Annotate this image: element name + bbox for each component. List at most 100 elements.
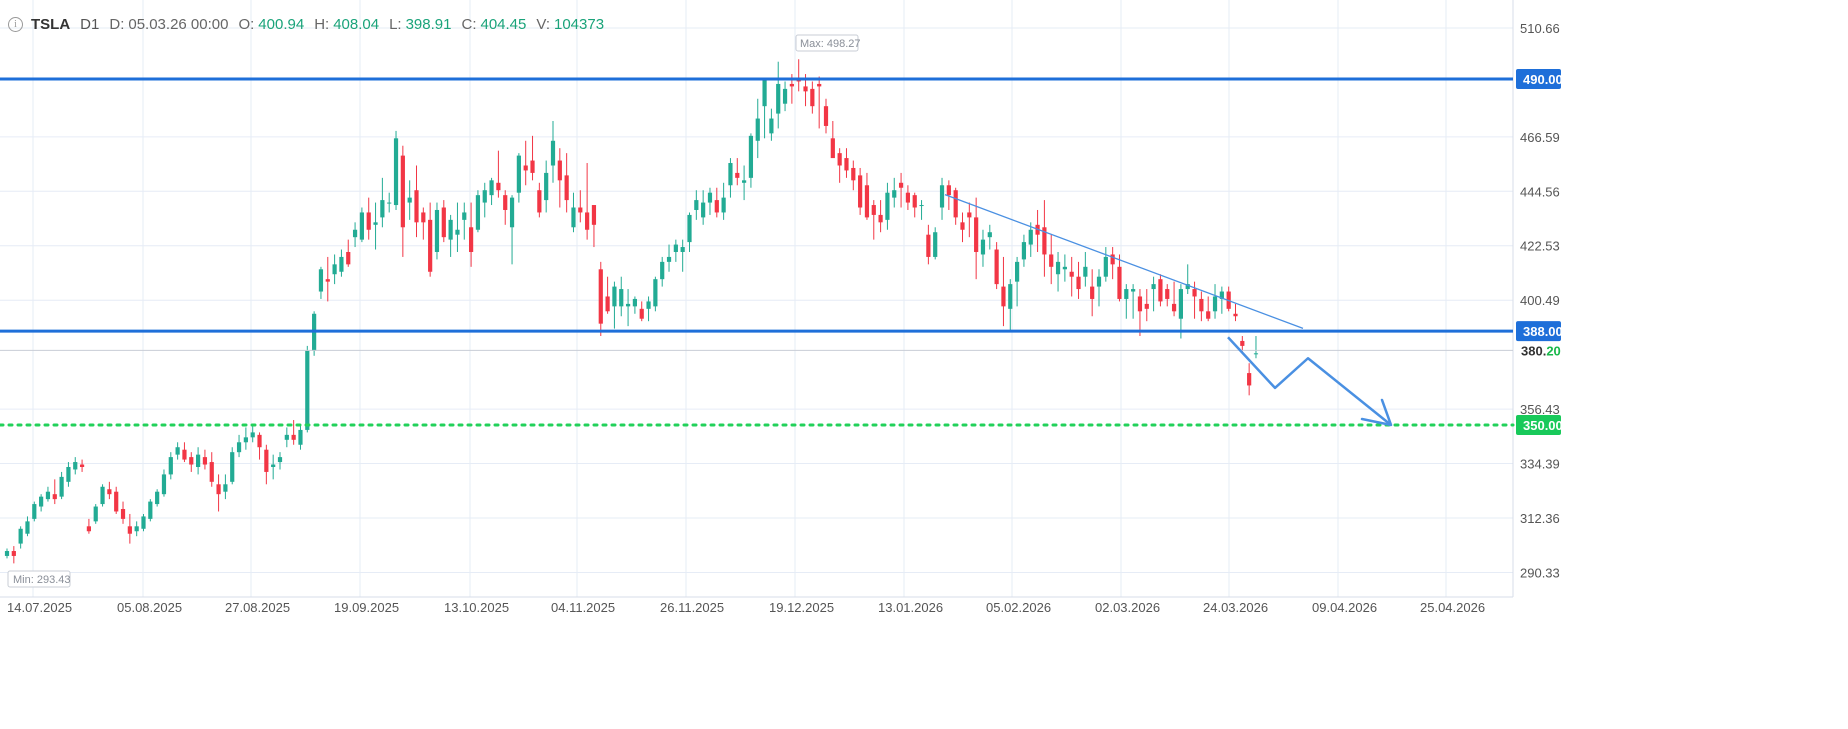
candle-up bbox=[544, 172, 549, 201]
candle-down bbox=[605, 296, 610, 312]
candle-up bbox=[1028, 229, 1033, 245]
candle-up bbox=[298, 429, 303, 445]
candle-down bbox=[912, 195, 917, 208]
candle-up bbox=[39, 496, 44, 507]
y-tick-label: 510.66 bbox=[1520, 21, 1560, 36]
x-tick-label: 05.08.2025 bbox=[117, 600, 182, 615]
candle-down bbox=[414, 190, 419, 223]
price-label-bg bbox=[1516, 321, 1561, 342]
x-tick-label: 26.11.2025 bbox=[660, 600, 724, 615]
price-label-388: 388.00 bbox=[1523, 324, 1563, 339]
y-tick-label: 466.59 bbox=[1520, 130, 1560, 145]
candle-up bbox=[168, 457, 173, 475]
candle-down bbox=[1137, 296, 1143, 312]
candle-down bbox=[1117, 266, 1122, 299]
x-tick-label: 05.02.2026 bbox=[986, 600, 1051, 615]
candle-down bbox=[871, 205, 876, 215]
candle-down bbox=[1042, 227, 1047, 255]
candle-down bbox=[810, 88, 815, 107]
candle-down bbox=[325, 279, 330, 282]
price-label-350: 350.00 bbox=[1523, 418, 1563, 433]
candle-down bbox=[202, 457, 208, 465]
candle-up bbox=[196, 454, 201, 467]
open-label: O: bbox=[238, 15, 255, 33]
current-price-label: 380.20 bbox=[1521, 343, 1561, 358]
candle-up bbox=[1055, 261, 1061, 275]
candle-down bbox=[366, 212, 371, 230]
info-icon[interactable]: i bbox=[8, 16, 23, 32]
candle-up bbox=[250, 432, 255, 438]
candle-up bbox=[339, 256, 344, 272]
candle-down bbox=[120, 509, 126, 519]
candle-up bbox=[1083, 266, 1088, 277]
candle-down bbox=[1001, 286, 1006, 307]
candle-up bbox=[305, 350, 310, 430]
timeframe-label: D1 bbox=[80, 15, 100, 33]
candle-up bbox=[782, 88, 788, 104]
candle-down bbox=[714, 200, 719, 213]
candle-up bbox=[489, 180, 494, 196]
candle-up bbox=[332, 264, 337, 275]
candle-down bbox=[1192, 289, 1197, 297]
candle-up bbox=[277, 457, 283, 463]
candle-down bbox=[1090, 286, 1095, 299]
open-value: 400.94 bbox=[258, 15, 305, 33]
candle-up bbox=[619, 289, 624, 307]
candle-up bbox=[25, 521, 30, 534]
candle-up bbox=[1015, 261, 1020, 282]
candle-down bbox=[503, 195, 508, 210]
volume-label: V: bbox=[536, 15, 550, 33]
candle-up bbox=[694, 200, 699, 210]
x-tick-label: 04.11.2025 bbox=[551, 600, 615, 615]
candle-up bbox=[632, 298, 637, 307]
y-tick-label: 312.36 bbox=[1520, 511, 1560, 526]
candle-up bbox=[653, 279, 658, 307]
candle-up bbox=[284, 434, 289, 440]
candle-up bbox=[352, 229, 358, 238]
candle-up bbox=[141, 516, 146, 529]
candle-up bbox=[73, 462, 78, 470]
candle-down bbox=[182, 449, 187, 460]
x-tick-label: 02.03.2026 bbox=[1095, 600, 1160, 615]
candle-up bbox=[66, 466, 71, 482]
candle-down bbox=[11, 551, 16, 556]
candle-up bbox=[933, 232, 938, 257]
candle-up bbox=[243, 437, 248, 443]
candle-up bbox=[434, 209, 440, 252]
candle-down bbox=[264, 449, 269, 472]
info-bar: i TSLA D1 D: 05.03.26 00:00 O: 400.94 H:… bbox=[8, 14, 614, 34]
low-label: L: bbox=[389, 15, 402, 33]
candle-up bbox=[148, 501, 153, 519]
candle-up bbox=[271, 464, 276, 467]
close-label: C: bbox=[461, 15, 477, 33]
high-label: H: bbox=[314, 15, 330, 33]
max-annotation: Max: 498.27 bbox=[800, 38, 861, 50]
candle-up bbox=[223, 484, 228, 492]
close-value: 404.45 bbox=[480, 15, 527, 33]
y-tick-label: 444.56 bbox=[1520, 184, 1560, 199]
candle-down bbox=[1144, 303, 1149, 309]
min-annotation: Min: 293.43 bbox=[13, 574, 70, 586]
candle-down bbox=[735, 172, 740, 178]
candle-up bbox=[161, 474, 167, 495]
candle-up bbox=[45, 491, 51, 500]
candle-up bbox=[230, 452, 235, 482]
candle-up bbox=[1008, 284, 1013, 309]
candle-up bbox=[155, 491, 160, 505]
candle-down bbox=[107, 489, 112, 495]
candle-up bbox=[748, 135, 754, 178]
candle-down bbox=[52, 494, 57, 500]
candle-up bbox=[721, 197, 726, 213]
candle-down bbox=[530, 160, 535, 173]
candle-down bbox=[189, 457, 194, 465]
candle-down bbox=[209, 462, 214, 482]
volume-value: 104373 bbox=[554, 15, 605, 33]
candle-up bbox=[175, 447, 180, 455]
candle-up bbox=[939, 185, 945, 208]
candle-down bbox=[421, 212, 426, 223]
candle-down bbox=[953, 190, 958, 218]
y-tick-label: 356.43 bbox=[1520, 402, 1560, 417]
candle-down bbox=[1199, 298, 1204, 312]
candle-down bbox=[789, 83, 794, 87]
